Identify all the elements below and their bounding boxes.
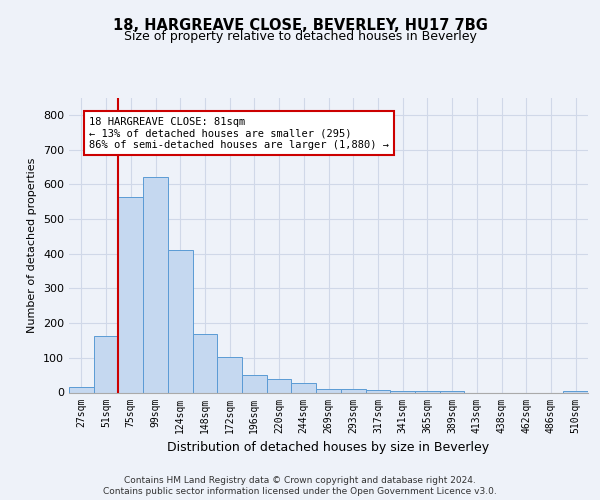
Bar bbox=[242, 375, 267, 392]
Text: Size of property relative to detached houses in Beverley: Size of property relative to detached ho… bbox=[124, 30, 476, 43]
X-axis label: Distribution of detached houses by size in Beverley: Distribution of detached houses by size … bbox=[167, 441, 490, 454]
Bar bbox=[316, 389, 341, 392]
Y-axis label: Number of detached properties: Number of detached properties bbox=[28, 158, 37, 332]
Bar bbox=[217, 357, 242, 392]
Bar bbox=[365, 390, 390, 392]
Bar bbox=[292, 383, 316, 392]
Bar bbox=[563, 391, 588, 392]
Bar bbox=[69, 388, 94, 392]
Text: 18 HARGREAVE CLOSE: 81sqm
← 13% of detached houses are smaller (295)
86% of semi: 18 HARGREAVE CLOSE: 81sqm ← 13% of detac… bbox=[89, 116, 389, 150]
Bar bbox=[341, 389, 365, 392]
Text: Contains HM Land Registry data © Crown copyright and database right 2024.: Contains HM Land Registry data © Crown c… bbox=[124, 476, 476, 485]
Bar bbox=[193, 334, 217, 392]
Bar bbox=[94, 336, 118, 392]
Bar bbox=[118, 197, 143, 392]
Text: Contains public sector information licensed under the Open Government Licence v3: Contains public sector information licen… bbox=[103, 488, 497, 496]
Bar bbox=[143, 178, 168, 392]
Text: 18, HARGREAVE CLOSE, BEVERLEY, HU17 7BG: 18, HARGREAVE CLOSE, BEVERLEY, HU17 7BG bbox=[113, 18, 487, 32]
Bar bbox=[440, 391, 464, 392]
Bar bbox=[168, 250, 193, 392]
Bar bbox=[267, 380, 292, 392]
